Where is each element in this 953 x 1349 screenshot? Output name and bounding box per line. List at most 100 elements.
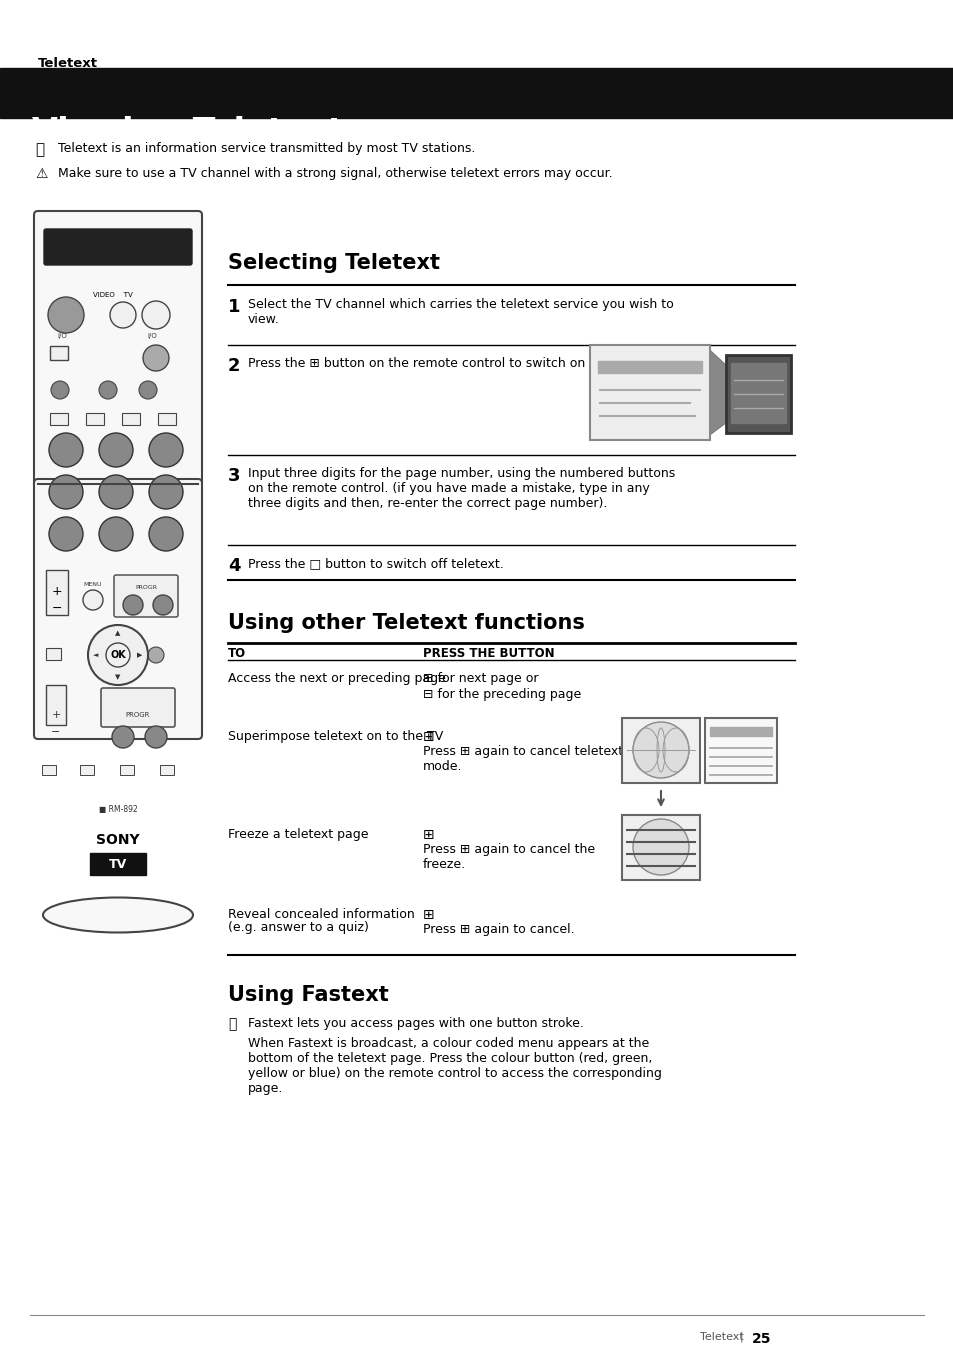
Circle shape bbox=[633, 819, 688, 876]
Bar bbox=[50, 345, 68, 360]
Text: When Fastext is broadcast, a colour coded menu appears at the
bottom of the tele: When Fastext is broadcast, a colour code… bbox=[248, 1037, 661, 1095]
Bar bbox=[598, 362, 701, 374]
Text: Viewing Teletext: Viewing Teletext bbox=[32, 116, 343, 148]
Text: −: − bbox=[51, 727, 61, 737]
Bar bbox=[730, 363, 785, 424]
Circle shape bbox=[145, 726, 167, 747]
Circle shape bbox=[149, 475, 183, 509]
Text: Freeze a teletext page: Freeze a teletext page bbox=[228, 828, 368, 840]
Circle shape bbox=[143, 345, 169, 371]
Text: SONY: SONY bbox=[96, 832, 140, 847]
Circle shape bbox=[139, 380, 157, 399]
Text: ⊞: ⊞ bbox=[422, 908, 435, 921]
Text: TV: TV bbox=[109, 858, 127, 871]
Bar bbox=[120, 765, 133, 774]
Text: −: − bbox=[51, 602, 62, 615]
Text: 4: 4 bbox=[228, 557, 240, 575]
Bar bbox=[621, 718, 700, 782]
Text: 1: 1 bbox=[228, 298, 240, 316]
Bar bbox=[704, 718, 776, 782]
Text: Access the next or preceding page: Access the next or preceding page bbox=[228, 672, 445, 685]
Text: Select the TV channel which carries the teletext service you wish to
view.: Select the TV channel which carries the … bbox=[248, 298, 673, 326]
Text: Fastext lets you access pages with one button stroke.: Fastext lets you access pages with one b… bbox=[248, 1017, 583, 1031]
Bar bbox=[50, 413, 68, 425]
Circle shape bbox=[149, 433, 183, 467]
Text: Press ⊞ again to cancel.: Press ⊞ again to cancel. bbox=[422, 923, 574, 936]
Text: Teletext: Teletext bbox=[38, 57, 98, 70]
Text: Superimpose teletext on to the TV: Superimpose teletext on to the TV bbox=[228, 730, 443, 743]
Text: ⓘ: ⓘ bbox=[228, 1017, 236, 1031]
Text: ▲: ▲ bbox=[115, 630, 121, 635]
Text: Input three digits for the page number, using the numbered buttons
on the remote: Input three digits for the page number, … bbox=[248, 467, 675, 510]
Text: MENU: MENU bbox=[84, 581, 102, 587]
Circle shape bbox=[48, 297, 84, 333]
Text: Using Fastext: Using Fastext bbox=[228, 985, 388, 1005]
Text: Press ⊞ again to cancel teletext
mode.: Press ⊞ again to cancel teletext mode. bbox=[422, 745, 622, 773]
Text: ⊞ for next page or: ⊞ for next page or bbox=[422, 672, 537, 685]
Bar bbox=[46, 648, 61, 660]
Circle shape bbox=[99, 517, 132, 550]
Text: ■ RM-892: ■ RM-892 bbox=[98, 805, 137, 813]
Circle shape bbox=[148, 648, 164, 662]
Bar bbox=[589, 345, 709, 440]
Text: ◄: ◄ bbox=[93, 652, 98, 658]
Text: +: + bbox=[51, 585, 62, 598]
Circle shape bbox=[83, 590, 103, 610]
Bar bbox=[160, 765, 173, 774]
FancyBboxPatch shape bbox=[34, 210, 202, 488]
Text: (e.g. answer to a quiz): (e.g. answer to a quiz) bbox=[228, 921, 369, 934]
Circle shape bbox=[49, 475, 83, 509]
FancyBboxPatch shape bbox=[113, 575, 178, 616]
Text: PROGR: PROGR bbox=[135, 585, 157, 590]
Circle shape bbox=[149, 517, 183, 550]
FancyBboxPatch shape bbox=[44, 229, 192, 264]
Bar bbox=[0, 67, 953, 117]
Text: TO: TO bbox=[228, 648, 246, 660]
Circle shape bbox=[49, 433, 83, 467]
Text: VIDEO    TV: VIDEO TV bbox=[93, 291, 132, 298]
Text: ▶: ▶ bbox=[137, 652, 143, 658]
Bar bbox=[80, 765, 94, 774]
Bar bbox=[158, 413, 175, 425]
Text: OK: OK bbox=[110, 650, 126, 660]
Bar bbox=[46, 571, 68, 615]
Bar bbox=[122, 413, 140, 425]
Text: PRESS THE BUTTON: PRESS THE BUTTON bbox=[422, 648, 554, 660]
Text: PROGR: PROGR bbox=[126, 712, 150, 718]
Text: Selecting Teletext: Selecting Teletext bbox=[228, 254, 439, 272]
Text: Teletext: Teletext bbox=[700, 1331, 743, 1342]
Circle shape bbox=[99, 380, 117, 399]
Text: Using other Teletext functions: Using other Teletext functions bbox=[228, 612, 584, 633]
Circle shape bbox=[110, 302, 136, 328]
Circle shape bbox=[112, 726, 133, 747]
Circle shape bbox=[88, 625, 148, 685]
Circle shape bbox=[49, 517, 83, 550]
Text: |: | bbox=[740, 1331, 742, 1342]
Ellipse shape bbox=[43, 897, 193, 932]
Text: Press the ⊞ button on the remote control to switch on the teletext.: Press the ⊞ button on the remote control… bbox=[248, 357, 665, 370]
Circle shape bbox=[51, 380, 69, 399]
Text: +: + bbox=[51, 710, 61, 720]
Polygon shape bbox=[709, 349, 725, 434]
Bar bbox=[709, 727, 771, 737]
Text: Press ⊞ again to cancel the
freeze.: Press ⊞ again to cancel the freeze. bbox=[422, 843, 595, 871]
Circle shape bbox=[142, 301, 170, 329]
Text: ⊞: ⊞ bbox=[422, 730, 435, 745]
Text: ⊟ for the preceding page: ⊟ for the preceding page bbox=[422, 688, 580, 701]
FancyBboxPatch shape bbox=[725, 355, 790, 433]
Text: 25: 25 bbox=[751, 1331, 771, 1346]
Bar bbox=[621, 815, 700, 880]
Text: Make sure to use a TV channel with a strong signal, otherwise teletext errors ma: Make sure to use a TV channel with a str… bbox=[58, 167, 612, 179]
Bar bbox=[90, 853, 146, 876]
Circle shape bbox=[152, 595, 172, 615]
Text: 2: 2 bbox=[228, 357, 240, 375]
Text: ▼: ▼ bbox=[115, 674, 121, 680]
FancyBboxPatch shape bbox=[101, 688, 174, 727]
Bar bbox=[46, 685, 66, 724]
FancyBboxPatch shape bbox=[34, 479, 202, 739]
Text: ⓘ: ⓘ bbox=[35, 142, 44, 156]
Circle shape bbox=[633, 722, 688, 778]
Circle shape bbox=[123, 595, 143, 615]
Text: ⚠: ⚠ bbox=[35, 167, 48, 181]
Text: Reveal concealed information: Reveal concealed information bbox=[228, 908, 415, 921]
